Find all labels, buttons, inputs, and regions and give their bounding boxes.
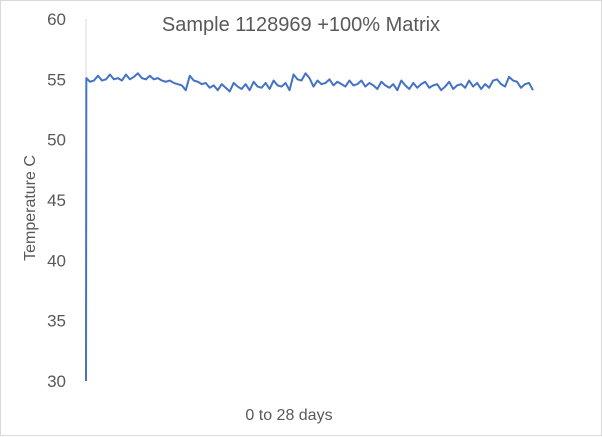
y-tick-label: 55 (47, 70, 66, 89)
y-tick-label: 35 (47, 312, 66, 331)
chart-title: Sample 1128969 +100% Matrix (162, 14, 440, 36)
y-tick-label: 30 (47, 372, 66, 391)
y-tick-label: 40 (47, 251, 66, 270)
x-axis-title: 0 to 28 days (245, 407, 332, 424)
y-tick-label: 60 (47, 10, 66, 29)
y-tick-label: 45 (47, 191, 66, 210)
y-axis-title: Temperature C (22, 155, 39, 261)
y-tick-label: 50 (47, 131, 66, 150)
y-axis-tick-labels: 30 35 40 45 50 55 60 (47, 10, 66, 391)
temperature-series-line (85, 72, 534, 382)
